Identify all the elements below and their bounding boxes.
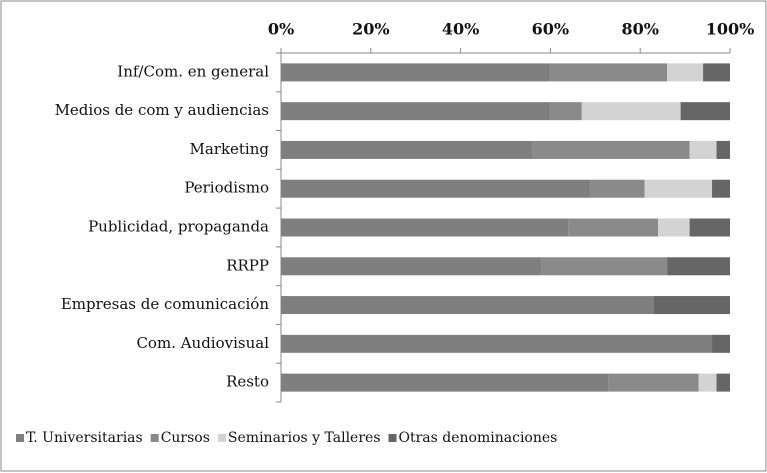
bar-segment <box>281 257 542 276</box>
bar-segment <box>689 140 717 159</box>
bar-segment <box>667 63 704 82</box>
y-tick-label: Medios de com y audiencias <box>55 101 269 119</box>
bar-segment <box>716 373 730 392</box>
bar-segment <box>680 102 730 121</box>
y-tick-label: Periodismo <box>184 179 269 197</box>
x-tick-label: 60% <box>532 20 569 39</box>
legend-label: T. Universitarias <box>26 430 143 446</box>
bar-segment <box>590 179 645 198</box>
y-tick-label: RRPP <box>226 256 269 274</box>
y-tick-label: Com. Audiovisual <box>136 334 269 352</box>
bar-segment <box>658 218 690 237</box>
y-tick-label: Resto <box>226 373 269 391</box>
bar-segment <box>532 140 690 159</box>
legend-swatch <box>217 434 226 442</box>
bar-segment <box>689 218 730 237</box>
bar-segment <box>667 257 730 276</box>
bar-segment <box>644 179 713 198</box>
legend-swatch <box>16 434 24 442</box>
bar-segment <box>281 334 713 353</box>
y-tick-label: Marketing <box>189 140 269 158</box>
bar-segment <box>281 296 654 315</box>
bar-segment <box>541 257 668 276</box>
y-tick-label: Publicidad, propaganda <box>88 218 269 236</box>
x-tick-label: 40% <box>442 20 479 39</box>
legend-swatch <box>150 434 159 442</box>
bar-segment <box>281 63 551 82</box>
y-tick-label: Empresas de comunicación <box>61 295 270 313</box>
bar-segment <box>568 218 659 237</box>
x-tick-label: 20% <box>352 20 389 39</box>
x-tick-label: 0% <box>268 20 294 39</box>
legend-swatch <box>388 434 397 442</box>
bar-segment <box>581 102 681 121</box>
bar-segment <box>281 218 569 237</box>
bar-segment <box>698 373 717 392</box>
x-tick-label: 80% <box>621 20 658 39</box>
legend-label: Otras denominaciones <box>399 430 558 446</box>
bar-segment <box>550 102 582 121</box>
bar-segment <box>653 296 730 315</box>
y-tick-label: Inf/Com. en general <box>117 62 269 80</box>
bar-segment <box>550 63 668 82</box>
bar-segment <box>281 140 533 159</box>
bar-segment <box>281 179 591 198</box>
bar-segment <box>703 63 730 82</box>
legend-label: Cursos <box>161 430 210 446</box>
bar-segment <box>281 102 551 121</box>
x-tick-label: 100% <box>706 20 755 39</box>
bar-segment <box>281 373 609 392</box>
bar-segment <box>712 179 730 198</box>
legend-label: Seminarios y Talleres <box>228 430 381 446</box>
bar-segment <box>716 140 730 159</box>
bar-segment <box>712 334 730 353</box>
bar-segment <box>608 373 699 392</box>
